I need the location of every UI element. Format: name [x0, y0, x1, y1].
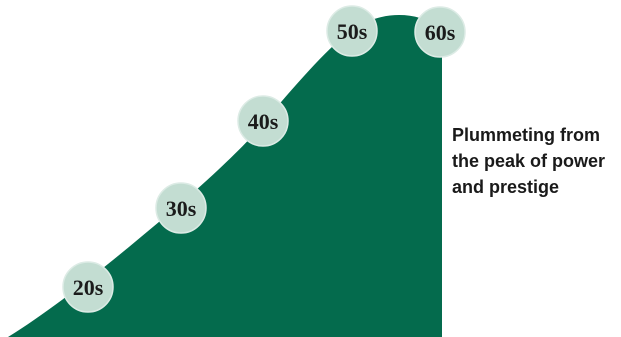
stage-marker-30s: 30s — [155, 182, 207, 234]
caption-line-3: and prestige — [452, 177, 560, 197]
stage-label-40s: 40s — [248, 109, 279, 134]
caption-line-1: Plummeting from — [452, 125, 601, 145]
stage-marker-40s: 40s — [237, 95, 289, 147]
stage-circle-50s — [326, 5, 378, 57]
decline-caption: Plummeting from the peak of power and pr… — [452, 122, 617, 200]
stage-label-30s: 30s — [166, 196, 197, 221]
stage-label-50s: 50s — [337, 19, 368, 44]
caption-line-2: the peak of power — [452, 151, 606, 171]
stage-circle-60s — [414, 6, 466, 58]
stage-marker-20s: 20s — [62, 261, 114, 313]
stage-label-60s: 60s — [425, 20, 456, 45]
stage-circle-20s — [62, 261, 114, 313]
stage-circle-30s — [155, 182, 207, 234]
stage-marker-50s: 50s — [326, 5, 378, 57]
stage-marker-60s: 60s — [414, 6, 466, 58]
stage-label-20s: 20s — [73, 275, 104, 300]
hill-shape — [8, 15, 442, 337]
stage-markers: 20s 30s 40s 50s 60s — [62, 5, 466, 313]
stage-circle-40s — [237, 95, 289, 147]
